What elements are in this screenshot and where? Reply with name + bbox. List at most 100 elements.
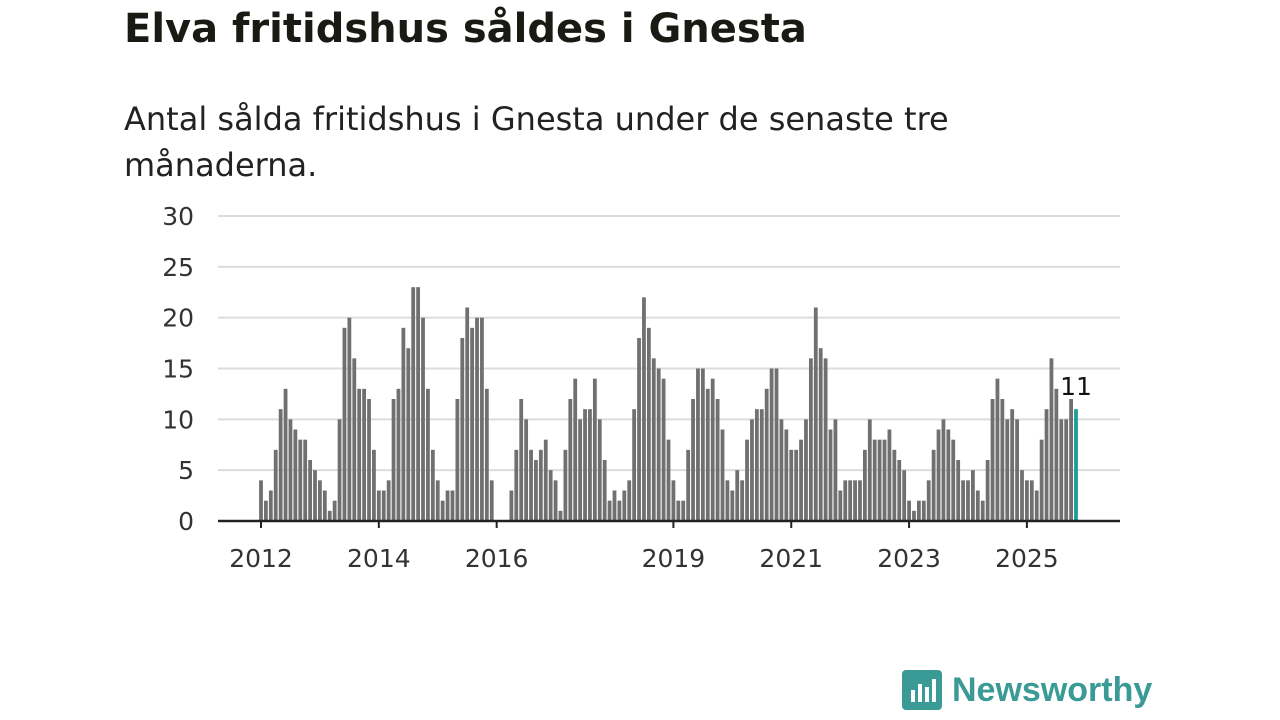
bar — [632, 409, 637, 521]
bar — [1049, 358, 1054, 521]
bar — [588, 409, 592, 521]
bar — [1039, 439, 1044, 521]
bar — [430, 449, 435, 521]
bar — [651, 358, 656, 521]
bar — [1059, 419, 1064, 521]
bar — [1010, 409, 1015, 521]
bar — [298, 439, 303, 521]
bar — [671, 480, 676, 521]
bar — [524, 419, 529, 521]
bar — [327, 510, 332, 521]
bar — [1025, 480, 1029, 521]
bar — [411, 287, 416, 521]
bar — [293, 429, 298, 521]
bar — [1005, 419, 1010, 521]
bar — [268, 490, 273, 521]
bar — [548, 470, 553, 521]
bar — [445, 490, 450, 521]
bar — [435, 480, 440, 521]
bar — [843, 480, 848, 521]
bar — [813, 307, 818, 521]
bar — [347, 317, 352, 521]
bar — [308, 460, 312, 521]
bar — [828, 429, 833, 521]
bar — [357, 388, 362, 521]
bar — [386, 480, 391, 521]
bar — [710, 378, 715, 521]
bar — [401, 327, 406, 521]
bar — [602, 460, 607, 521]
y-tick-label: 20 — [162, 304, 194, 333]
bar — [789, 449, 794, 521]
y-tick-label: 0 — [178, 507, 194, 536]
bar — [440, 500, 445, 521]
bar — [912, 510, 916, 521]
bar — [303, 439, 308, 521]
bar — [656, 368, 661, 521]
bar — [484, 388, 489, 521]
x-tick-label: 2014 — [347, 544, 411, 573]
bar — [916, 500, 921, 521]
bar — [352, 358, 357, 521]
bar — [970, 470, 975, 521]
bar — [372, 449, 376, 521]
bar — [882, 439, 887, 521]
bar — [877, 439, 882, 521]
bar — [700, 368, 705, 521]
bar — [946, 429, 951, 521]
bar — [376, 490, 381, 521]
bar — [794, 449, 799, 521]
bar — [288, 419, 293, 521]
bar — [990, 399, 995, 521]
bar — [617, 500, 622, 521]
bar — [931, 449, 936, 521]
bar — [563, 449, 568, 521]
bar — [573, 378, 578, 521]
bar — [804, 419, 808, 521]
bar — [892, 449, 897, 521]
bar — [597, 419, 602, 521]
bar — [838, 490, 843, 521]
bar — [735, 470, 740, 521]
bar — [313, 470, 317, 521]
bar — [283, 388, 288, 521]
bar — [367, 399, 371, 521]
bar — [607, 500, 612, 521]
bar — [941, 419, 946, 521]
x-tick-label: 2019 — [642, 544, 706, 573]
bar — [568, 399, 573, 521]
bar — [396, 388, 401, 521]
bar — [1064, 419, 1069, 521]
bar — [627, 480, 632, 521]
bar — [381, 490, 386, 521]
bar — [858, 480, 862, 521]
bar — [720, 429, 725, 521]
bar — [421, 317, 425, 521]
bar — [529, 449, 533, 521]
bar — [538, 449, 543, 521]
bar — [696, 368, 700, 521]
bar — [774, 368, 779, 521]
bar — [833, 419, 838, 521]
bar — [1029, 480, 1034, 521]
bar — [681, 500, 686, 521]
bar — [740, 480, 745, 521]
bar — [592, 378, 597, 521]
bar — [676, 500, 681, 521]
bar — [514, 449, 519, 521]
bar — [460, 338, 465, 521]
bar — [808, 358, 813, 521]
bar — [887, 429, 892, 521]
y-tick-label: 5 — [178, 456, 194, 485]
bar — [637, 338, 641, 521]
bar — [489, 480, 494, 521]
bar — [622, 490, 627, 521]
bar — [661, 378, 666, 521]
bar — [897, 460, 902, 521]
bar — [921, 500, 926, 521]
bar — [509, 490, 514, 521]
bar — [519, 399, 524, 521]
x-tick-label: 2012 — [229, 544, 293, 573]
bar — [764, 388, 769, 521]
